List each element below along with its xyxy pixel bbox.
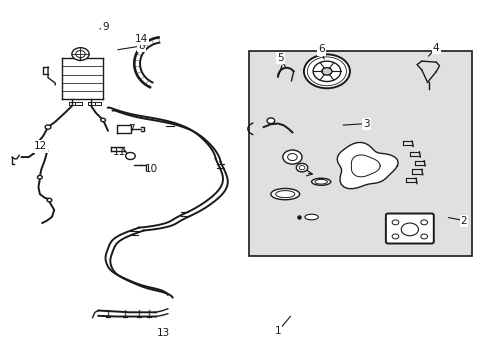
Text: 8: 8 xyxy=(138,41,144,51)
Text: 11: 11 xyxy=(113,147,126,157)
Circle shape xyxy=(76,50,85,58)
Text: 3: 3 xyxy=(363,118,369,129)
Ellipse shape xyxy=(275,190,294,198)
Circle shape xyxy=(266,118,274,123)
Circle shape xyxy=(125,153,135,159)
Circle shape xyxy=(304,54,349,88)
Ellipse shape xyxy=(270,189,299,200)
Text: 6: 6 xyxy=(317,45,324,54)
Bar xyxy=(249,51,471,256)
Text: 14: 14 xyxy=(135,34,148,44)
Circle shape xyxy=(287,154,297,161)
Polygon shape xyxy=(337,143,397,189)
Text: 4: 4 xyxy=(432,43,439,53)
Text: 9: 9 xyxy=(102,22,109,32)
Text: 10: 10 xyxy=(144,165,157,174)
Text: 2: 2 xyxy=(460,216,467,226)
Circle shape xyxy=(312,61,340,81)
Circle shape xyxy=(101,118,105,122)
Circle shape xyxy=(400,223,418,236)
Circle shape xyxy=(391,234,398,239)
Text: 1: 1 xyxy=(274,326,281,336)
Text: 13: 13 xyxy=(156,328,169,338)
Text: 5: 5 xyxy=(277,53,283,63)
Text: 7: 7 xyxy=(128,124,135,134)
Circle shape xyxy=(420,220,427,225)
Circle shape xyxy=(282,150,302,164)
Circle shape xyxy=(391,220,398,225)
FancyBboxPatch shape xyxy=(385,213,433,243)
Ellipse shape xyxy=(311,178,330,185)
Circle shape xyxy=(38,175,42,179)
Ellipse shape xyxy=(314,180,327,184)
Text: 12: 12 xyxy=(34,141,47,152)
Circle shape xyxy=(420,234,427,239)
Circle shape xyxy=(47,198,52,202)
Circle shape xyxy=(296,163,307,172)
Circle shape xyxy=(299,166,304,170)
Circle shape xyxy=(45,125,51,129)
Ellipse shape xyxy=(304,214,318,220)
Circle shape xyxy=(72,48,89,60)
Circle shape xyxy=(321,68,331,75)
